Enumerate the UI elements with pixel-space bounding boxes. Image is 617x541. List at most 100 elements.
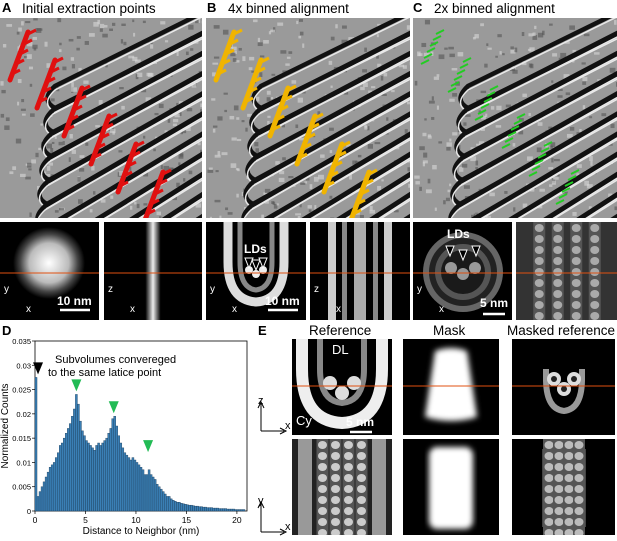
y-tick-label: 0.025 [12,386,31,395]
panel-letter-A: A [2,0,11,15]
histogram-bar [239,510,241,511]
tomogram-B [206,18,410,218]
histogram-bar [92,448,94,511]
x-tick-label: 0 [33,515,38,525]
average-A-xz: z x [104,222,202,320]
histogram-bar [229,509,231,511]
panel-title-A: Initial extraction points [22,1,156,16]
peak-marker-icon [33,362,43,374]
histogram-bar [182,504,184,511]
axis-x-B2: x [336,304,341,315]
histogram-bar [138,465,140,511]
histogram-bar [172,500,174,511]
axis-z-A: z [108,284,113,295]
histogram-bar [71,416,73,511]
histogram-bar [142,470,144,511]
histogram-bar [51,465,53,511]
histogram-bar [201,507,203,511]
histogram-bar [130,460,132,511]
histogram-bar [207,508,209,511]
y-tick-label: 0.02 [16,410,31,419]
histogram-bar [164,494,166,511]
panel-title-C: 2x binned alignment [434,1,555,16]
peak-marker-icon [71,379,81,391]
axis-x-A2: x [130,304,135,315]
histogram-bar [122,448,124,511]
histogram-bar [235,510,237,511]
histogram-bar [79,421,81,511]
histogram-bar [104,441,106,511]
histogram-bar [41,487,43,511]
histogram-bar [192,506,194,511]
histogram-bar [217,508,219,511]
histogram-bar [110,428,112,511]
histogram-bar [90,445,92,511]
average-C-xz [516,222,617,320]
ld-label-C: LDs [447,227,470,241]
histogram-bar [241,510,243,511]
histogram-bar [188,505,190,511]
annotation-line1: Subvolumes convereged [55,354,176,366]
histogram-bar [49,467,51,511]
axis-y-A: y [4,284,9,295]
histogram-bar [120,443,122,511]
col-title-mask: Mask [433,323,465,338]
histogram-bar [170,499,172,511]
masked-reference-bottom [512,439,615,535]
histogram-bar [77,404,79,511]
histogram-bar [199,507,201,511]
histogram-bar [136,462,138,511]
histogram-bar [243,510,245,511]
dl-label: DL [332,342,349,357]
histogram-bar [102,443,104,511]
histogram-bar [223,509,225,511]
histogram-bar [67,428,69,511]
histogram-bar [75,394,77,511]
histogram-bar [37,496,39,511]
y-tick-label: 0.03 [16,361,31,370]
histogram-bar [124,453,126,511]
average-A-xy: 10 nm y x [0,222,99,320]
histogram-bar [178,502,180,511]
histogram-bar [132,458,134,511]
histogram-bar [162,492,164,511]
histogram-bar [73,409,75,511]
histogram-bar [186,505,188,511]
histogram-bar [39,492,41,511]
histogram-bar [140,467,142,511]
histogram-bar [221,509,223,511]
cy-label: Cy [296,413,312,428]
histogram-bar [81,431,83,511]
y-tick-label: 0.005 [12,483,31,492]
axis-x-C: x [439,304,444,315]
scale-E: 5 nm [346,415,374,429]
histogram-bar [233,509,235,511]
x-tick-label: 20 [232,515,242,525]
histogram-bar [87,443,89,511]
histogram-bar [128,458,130,511]
tomogram-C-image [413,18,617,218]
histogram-bar [150,475,152,511]
panel-letter-C: C [413,0,422,15]
tomogram-A [0,18,202,218]
histogram-bar [85,441,87,511]
histogram-bar [100,445,102,511]
histogram-bar [148,470,150,511]
histogram-bar [215,508,217,511]
x-tick-label: 10 [131,515,141,525]
histogram-bar [168,496,170,511]
histogram-bar [219,509,221,511]
panel-title-B: 4x binned alignment [228,1,349,16]
histogram-bar [112,419,114,511]
y-axis-label: Normalized Counts [0,383,11,468]
scale-C: 5 nm [480,296,508,310]
masked-reference-top [512,339,615,435]
histogram-bar [108,433,110,511]
histogram-bar [106,438,108,511]
mask-top [403,339,499,435]
x-tick-label: 5 [83,515,88,525]
col-title-masked: Masked reference [507,323,615,338]
histogram-bar [63,438,65,511]
histogram-bar [203,507,205,511]
